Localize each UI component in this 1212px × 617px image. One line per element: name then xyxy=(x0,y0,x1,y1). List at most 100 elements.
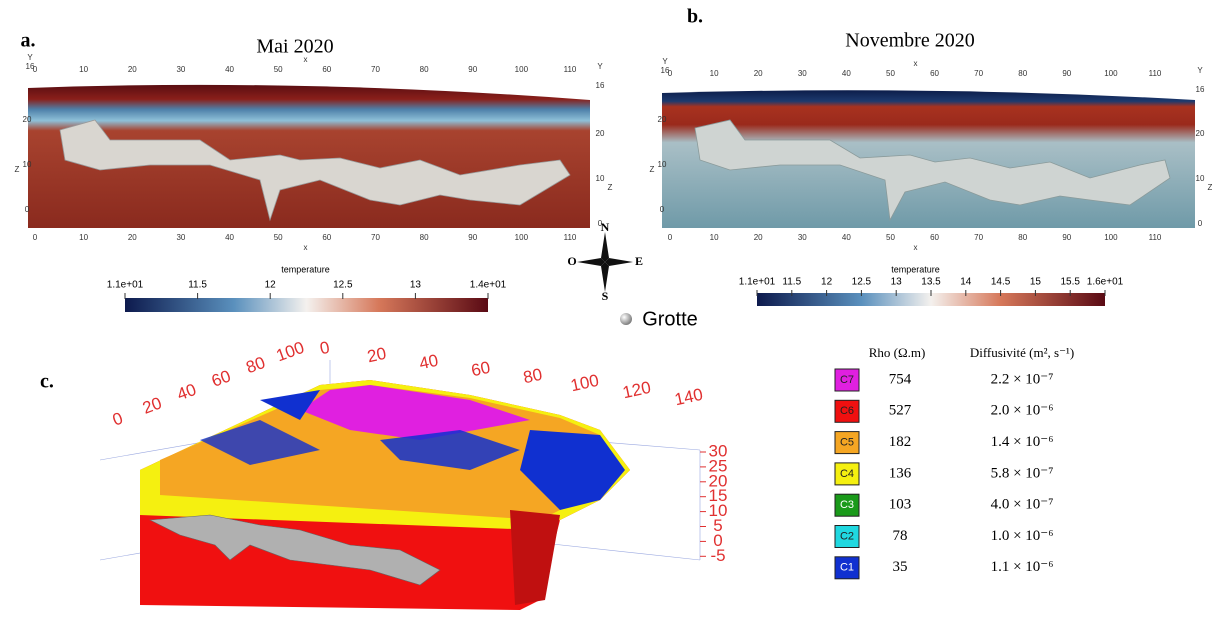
tick-label: 60 xyxy=(930,69,939,78)
legend-diffusivity: 4.0 × 10⁻⁷ xyxy=(991,497,1054,513)
tick-label: 10 xyxy=(710,69,719,78)
axis-label: Y xyxy=(597,62,603,71)
panel-label: c. xyxy=(40,371,54,393)
tick-label: 110 xyxy=(1149,69,1162,78)
tick-label: 10 xyxy=(23,160,32,169)
tick-label: 90 xyxy=(1062,69,1071,78)
legend-class: C6 xyxy=(840,405,854,417)
tick-label: 0 xyxy=(1198,219,1203,228)
colorbar-title: temperature xyxy=(281,264,330,274)
legend-class: C2 xyxy=(840,530,854,542)
panel-c-image xyxy=(99,360,701,610)
colorbar-tick-label: 12.5 xyxy=(333,280,353,291)
tick-label: 110 xyxy=(564,233,577,242)
legend-rho: 182 xyxy=(889,434,912,450)
legend-rho: 754 xyxy=(889,371,912,387)
tick-label: 0 xyxy=(660,205,665,214)
axis-label: x xyxy=(914,243,918,252)
axis-tick-label: 120 xyxy=(621,378,653,402)
axis-label: x xyxy=(914,59,918,68)
legend-class: C5 xyxy=(840,437,854,449)
colorbar-tick-label: 12 xyxy=(821,277,833,288)
panel-title: Mai 2020 xyxy=(256,36,333,58)
colorbar-tick-label: 14.5 xyxy=(991,277,1011,288)
colorbar-b xyxy=(757,293,1105,306)
compass xyxy=(577,232,633,292)
tick-label: 80 xyxy=(1018,69,1027,78)
legend-rho: 78 xyxy=(893,528,908,544)
legend-diffusivity: 1.0 × 10⁻⁶ xyxy=(991,528,1054,544)
compass-label: E xyxy=(635,254,643,268)
tick-label: 0 xyxy=(33,65,38,74)
tick-label: 70 xyxy=(974,69,983,78)
tick-label: 10 xyxy=(1196,174,1205,183)
panel-title: Novembre 2020 xyxy=(845,30,974,52)
colorbar-tick-label: 1.1e+01 xyxy=(107,280,144,291)
panel-a-image xyxy=(28,84,590,228)
axis-tick-label: 100 xyxy=(274,338,307,366)
axis-label: Z xyxy=(15,165,20,174)
legend-swatch xyxy=(834,525,860,548)
tick-label: 70 xyxy=(974,233,983,242)
axis-label: x xyxy=(304,243,308,252)
panel-label: b. xyxy=(687,6,703,28)
legend-rho: 527 xyxy=(889,403,912,419)
tick-label: 0 xyxy=(25,205,30,214)
legend-diffusivity: 5.8 × 10⁻⁷ xyxy=(991,465,1054,481)
legend-diffusivity: 1.1 × 10⁻⁶ xyxy=(991,559,1054,575)
axis-tick-label: 80 xyxy=(522,365,544,388)
tick-label: 40 xyxy=(225,65,234,74)
axis-label: Y xyxy=(27,53,33,62)
axis-label: 16 xyxy=(661,66,670,75)
colorbar-tick-label: 14 xyxy=(960,277,972,288)
tick-label: 100 xyxy=(515,233,529,242)
colorbar-tick-label: 15 xyxy=(1030,277,1042,288)
tick-label: 20 xyxy=(754,233,763,242)
axis-label: Y xyxy=(662,57,668,66)
compass-label: S xyxy=(602,289,609,303)
tick-label: 90 xyxy=(1062,233,1071,242)
axis-tick-label: 20 xyxy=(366,344,388,367)
tick-label: 30 xyxy=(176,233,185,242)
axis-tick-label: 5 xyxy=(713,516,722,535)
colorbar-tick-label: 12.5 xyxy=(852,277,872,288)
axis-label: Z xyxy=(608,183,613,192)
tick-label: 10 xyxy=(710,233,719,242)
colorbar-tick-label: 11.5 xyxy=(188,280,207,291)
tick-label: 20 xyxy=(128,65,137,74)
axis-tick-label: 40 xyxy=(418,351,440,374)
legend-swatch xyxy=(834,399,860,423)
compass-label: N xyxy=(601,220,610,234)
tick-label: 10 xyxy=(596,174,605,183)
legend-diffusivity: 1.4 × 10⁻⁶ xyxy=(991,434,1054,450)
tick-label: 70 xyxy=(371,233,380,242)
axis-tick-label: 60 xyxy=(470,358,492,381)
tick-label: 50 xyxy=(886,233,895,242)
tick-label: 100 xyxy=(1104,69,1118,78)
legend-swatch xyxy=(834,462,860,486)
tick-label: 20 xyxy=(1196,129,1205,138)
tick-label: 80 xyxy=(420,65,429,74)
legend-swatch xyxy=(834,556,860,580)
colorbar-tick-label: 13 xyxy=(410,280,422,291)
axis-label: 16 xyxy=(1196,85,1205,94)
axis-tick-label: 60 xyxy=(209,366,233,390)
tick-label: 80 xyxy=(1018,233,1027,242)
tick-label: 20 xyxy=(596,129,605,138)
grotte-icon xyxy=(620,313,632,325)
axis-label: Z xyxy=(1208,183,1212,192)
tick-label: 10 xyxy=(79,65,88,74)
colorbar-tick-label: 1.4e+01 xyxy=(470,280,507,291)
tick-label: 0 xyxy=(668,69,673,78)
tick-label: 20 xyxy=(23,115,32,124)
axis-tick-label: 25 xyxy=(709,456,728,475)
axis-label: Y xyxy=(1197,66,1203,75)
colorbar-tick-label: 1.1e+01 xyxy=(739,277,776,288)
axis-tick-label: -5 xyxy=(710,546,725,565)
axis-tick-label: 140 xyxy=(673,385,705,409)
tick-label: 80 xyxy=(420,233,429,242)
legend-class: C1 xyxy=(840,562,854,574)
tick-label: 60 xyxy=(930,233,939,242)
tick-label: 100 xyxy=(515,65,529,74)
tick-label: 40 xyxy=(842,233,851,242)
